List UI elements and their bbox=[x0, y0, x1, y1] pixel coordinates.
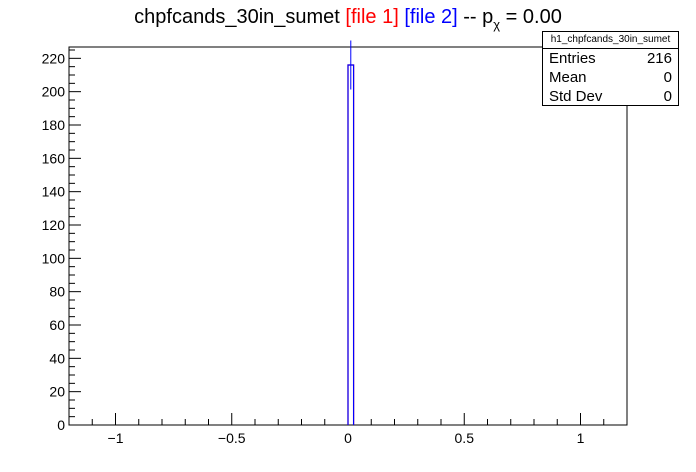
x-tick-label: −1 bbox=[108, 430, 124, 446]
title-eq: = 0.00 bbox=[505, 6, 562, 28]
stats-row-entries: Entries 216 bbox=[543, 49, 678, 68]
file2-histogram-bar bbox=[347, 64, 355, 425]
y-tick-label: 60 bbox=[49, 317, 65, 333]
stats-header: h1_chpfcands_30in_sumet bbox=[543, 32, 678, 49]
chart-title: chpfcands_30in_sumet [file 1] [file 2] -… bbox=[0, 6, 696, 32]
y-tick-label: 180 bbox=[42, 117, 66, 133]
x-tick-label: 1 bbox=[577, 430, 585, 446]
y-tick-label: 140 bbox=[42, 184, 66, 200]
y-tick-label: 80 bbox=[49, 284, 65, 300]
stats-label: Std Dev bbox=[549, 88, 603, 105]
title-sep: -- p bbox=[463, 6, 494, 28]
stats-box: h1_chpfcands_30in_sumet Entries 216 Mean… bbox=[542, 31, 679, 106]
title-file1: [file 1] bbox=[345, 6, 399, 28]
stats-value: 216 bbox=[646, 50, 672, 67]
y-tick-label: 0 bbox=[57, 417, 65, 433]
stats-value: 0 bbox=[663, 69, 672, 86]
y-tick-label: 200 bbox=[42, 84, 66, 100]
title-main: chpfcands_30in_sumet bbox=[134, 6, 340, 28]
x-tick-label: 0.5 bbox=[455, 430, 475, 446]
x-tick-label: 0 bbox=[344, 430, 352, 446]
y-tick-label: 220 bbox=[42, 50, 66, 66]
stats-label: Mean bbox=[549, 69, 587, 86]
y-tick-label: 100 bbox=[42, 250, 66, 266]
title-sub: χ bbox=[493, 17, 501, 32]
y-tick-label: 160 bbox=[42, 150, 66, 166]
y-tick-label: 40 bbox=[49, 350, 65, 366]
y-tick-label: 20 bbox=[49, 384, 65, 400]
title-file2: [file 2] bbox=[404, 6, 458, 28]
stats-row-stddev: Std Dev 0 bbox=[543, 87, 678, 106]
x-tick-label: −0.5 bbox=[218, 430, 246, 446]
stats-row-mean: Mean 0 bbox=[543, 68, 678, 87]
stats-value: 0 bbox=[663, 88, 672, 105]
y-tick-label: 120 bbox=[42, 217, 66, 233]
file1-histogram-bar bbox=[347, 64, 355, 425]
stats-label: Entries bbox=[549, 50, 596, 67]
